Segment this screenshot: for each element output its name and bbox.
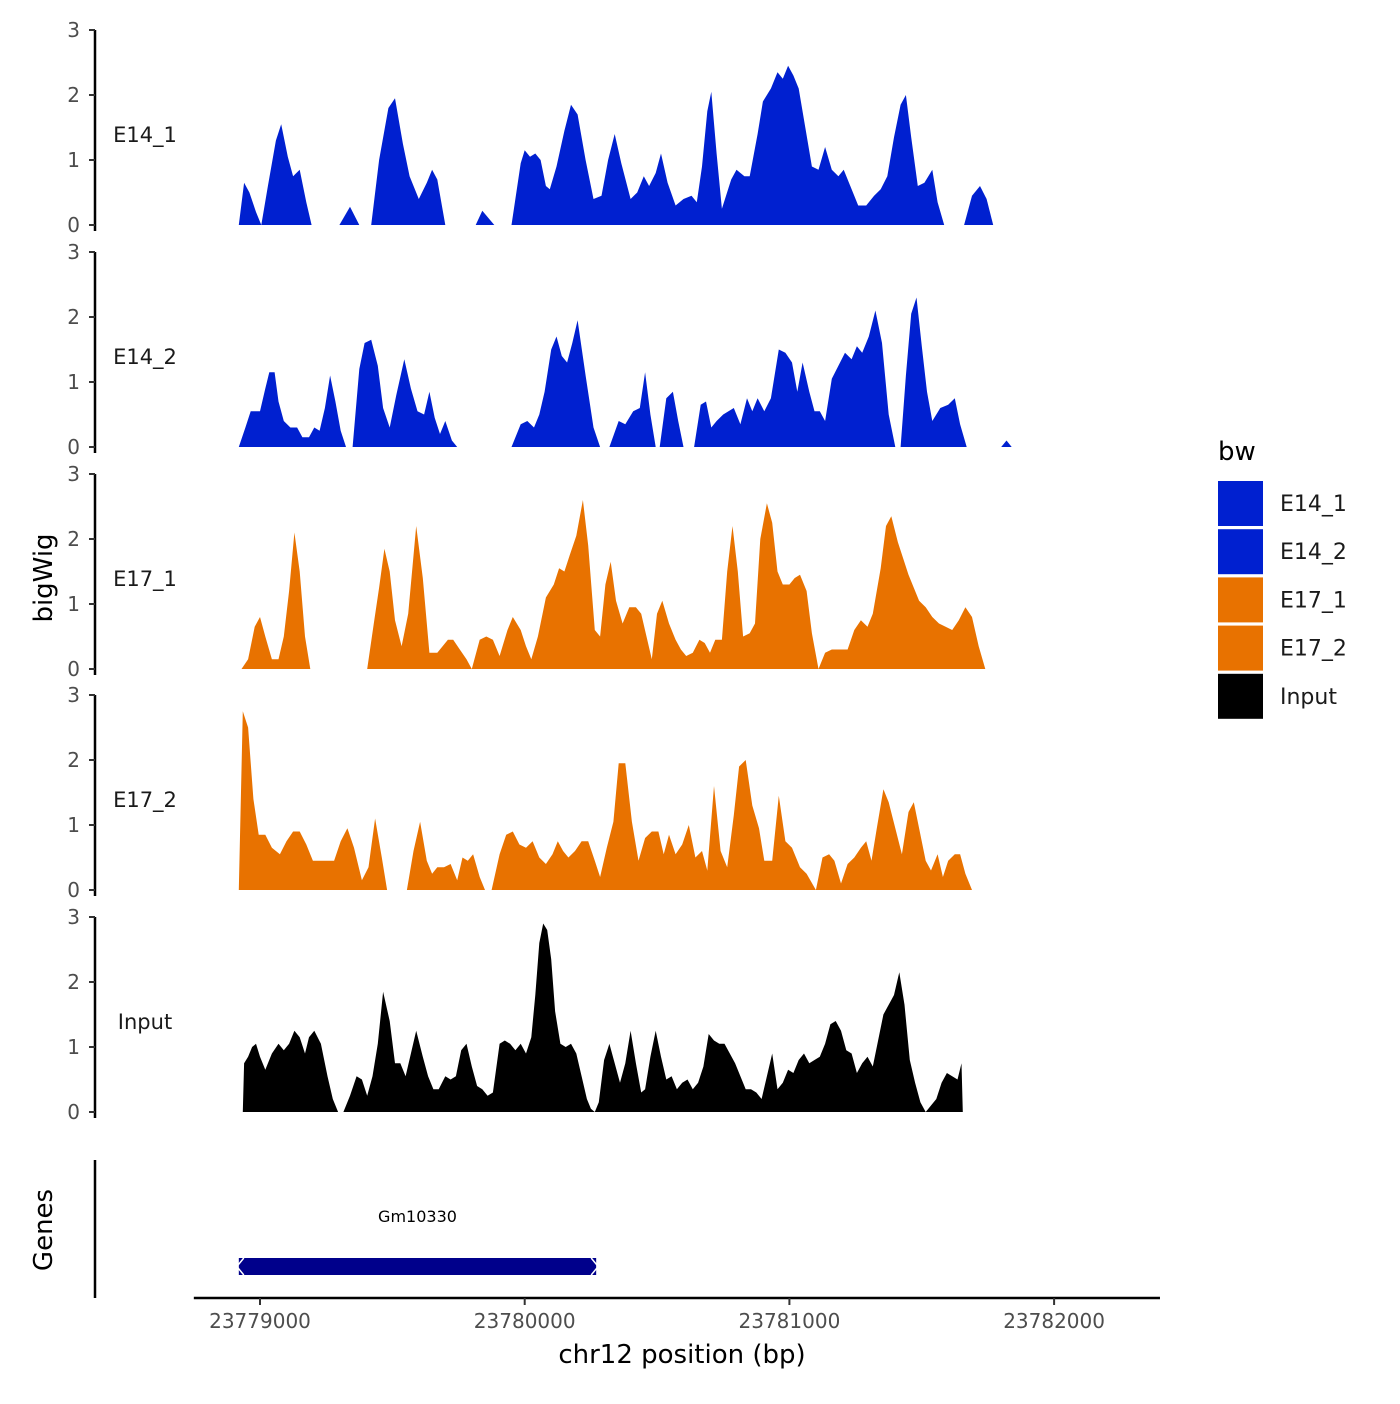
x-tick-label: 23780000 bbox=[474, 1309, 576, 1333]
coverage-area-E17_2 bbox=[491, 760, 816, 890]
y-tick-label: 0 bbox=[67, 435, 80, 459]
coverage-area-E14_1 bbox=[964, 186, 994, 225]
legend-item-Input: Input bbox=[1218, 673, 1337, 719]
legend-swatch bbox=[1218, 577, 1263, 623]
y-tick-label: 0 bbox=[67, 878, 80, 902]
coverage-area-E17_2 bbox=[406, 821, 485, 890]
legend-swatch bbox=[1218, 529, 1263, 575]
coverage-area-Input bbox=[343, 923, 926, 1112]
y-tick-label: 3 bbox=[67, 462, 80, 486]
y-tick-label: 0 bbox=[67, 213, 80, 237]
legend-label: E17_1 bbox=[1280, 588, 1347, 613]
y-tick-label: 0 bbox=[67, 657, 80, 681]
legend-swatch bbox=[1218, 481, 1263, 526]
coverage-area-E17_2 bbox=[238, 711, 388, 890]
coverage-area-E14_1 bbox=[475, 210, 495, 225]
coverage-area-E14_2 bbox=[352, 339, 458, 447]
track-label: E14_1 bbox=[113, 123, 177, 148]
y-tick-label: 2 bbox=[67, 970, 80, 994]
gene-Gm10330: Gm10330 bbox=[235, 1207, 600, 1276]
coverage-area-E14_2 bbox=[1001, 440, 1012, 447]
y-tick-label: 1 bbox=[67, 813, 80, 837]
y-tick-label: 2 bbox=[67, 748, 80, 772]
coverage-area-E14_2 bbox=[609, 372, 656, 447]
y-tick-label: 2 bbox=[67, 527, 80, 551]
track-label: E17_1 bbox=[113, 567, 177, 592]
x-axis: 23779000 23780000 23781000 23782000 bbox=[193, 1296, 1160, 1333]
genes-layer: Gm10330 bbox=[93, 1160, 600, 1298]
y-tick-label: 1 bbox=[67, 370, 80, 394]
legend-item-E17_1: E17_1 bbox=[1218, 577, 1347, 623]
coverage-area-Input bbox=[925, 1063, 963, 1112]
strand-arrow bbox=[590, 1257, 600, 1276]
coverage-area-E14_1 bbox=[238, 124, 312, 225]
track-label: E14_2 bbox=[113, 345, 177, 370]
y-tick-label: 0 bbox=[67, 1100, 80, 1124]
x-tick-label: 23779000 bbox=[209, 1309, 311, 1333]
coverage-area-E14_1 bbox=[371, 98, 446, 225]
legend-item-E14_2: E14_2 bbox=[1218, 529, 1347, 575]
coverage-area-E17_2 bbox=[815, 789, 972, 890]
genes-axis-title: Genes bbox=[29, 1189, 59, 1271]
gene-label: Gm10330 bbox=[378, 1207, 457, 1226]
track-E14_1: 0 1 2 3 E14_1 bbox=[67, 18, 994, 237]
legend-item-E14_1: E14_1 bbox=[1218, 481, 1347, 526]
coverage-area-E17_1 bbox=[471, 500, 819, 669]
y-tick-label: 3 bbox=[67, 683, 80, 707]
coverage-area-E14_2 bbox=[238, 372, 346, 447]
track-label: E17_2 bbox=[113, 788, 177, 813]
x-tick-label: 23782000 bbox=[1003, 1309, 1105, 1333]
y-tick-label: 3 bbox=[67, 905, 80, 929]
track-E17_2: 0 1 2 3 E17_2 bbox=[67, 683, 972, 902]
coverage-area-E17_1 bbox=[818, 516, 986, 669]
tracks-layer: 0 1 2 3 E14_1 0 1 2 3 E14_2 0 1 2 3 E17_1 0 1 2 3 E17_2 0 1 2 3… bbox=[67, 18, 1012, 1124]
y-tick-label: 1 bbox=[67, 1035, 80, 1059]
coverage-area-E14_2 bbox=[511, 320, 601, 447]
legend-item-E17_2: E17_2 bbox=[1218, 625, 1347, 671]
legend-label: E14_2 bbox=[1280, 540, 1347, 565]
coverage-area-Input bbox=[242, 1030, 339, 1112]
legend-title: bw bbox=[1218, 437, 1256, 467]
track-E14_2: 0 1 2 3 E14_2 bbox=[67, 240, 1012, 459]
legend-label: E17_2 bbox=[1280, 637, 1347, 662]
legend-swatch bbox=[1218, 673, 1263, 719]
y-tick-label: 1 bbox=[67, 148, 80, 172]
x-tick-label: 23781000 bbox=[739, 1309, 841, 1333]
coverage-area-E17_1 bbox=[241, 532, 311, 669]
coverage-area-E14_2 bbox=[659, 391, 684, 447]
y-tick-label: 3 bbox=[67, 18, 80, 42]
track-Input: 0 1 2 3 Input bbox=[67, 905, 963, 1124]
coverage-area-E14_1 bbox=[339, 206, 360, 225]
legend-label: E14_1 bbox=[1280, 492, 1347, 517]
y-tick-label: 1 bbox=[67, 592, 80, 616]
strand-arrow bbox=[235, 1257, 245, 1276]
legend: bw E14_1 E14_2 E17_1 E17_2 Input bbox=[1218, 437, 1347, 719]
gene-body bbox=[238, 1258, 597, 1275]
track-E17_1: 0 1 2 3 E17_1 bbox=[67, 462, 986, 681]
coverage-area-E14_1 bbox=[511, 65, 945, 225]
x-axis-title: chr12 position (bp) bbox=[558, 1340, 805, 1370]
y-tick-label: 2 bbox=[67, 83, 80, 107]
coverage-area-E14_2 bbox=[694, 310, 896, 447]
legend-label: Input bbox=[1280, 685, 1337, 710]
y-tick-label: 3 bbox=[67, 240, 80, 264]
coverage-area-E17_1 bbox=[367, 526, 472, 669]
coverage-area-E14_2 bbox=[900, 297, 967, 447]
legend-swatch bbox=[1218, 625, 1263, 671]
track-label: Input bbox=[118, 1010, 172, 1034]
y-axis-title: bigWig bbox=[29, 533, 59, 622]
y-tick-label: 2 bbox=[67, 305, 80, 329]
